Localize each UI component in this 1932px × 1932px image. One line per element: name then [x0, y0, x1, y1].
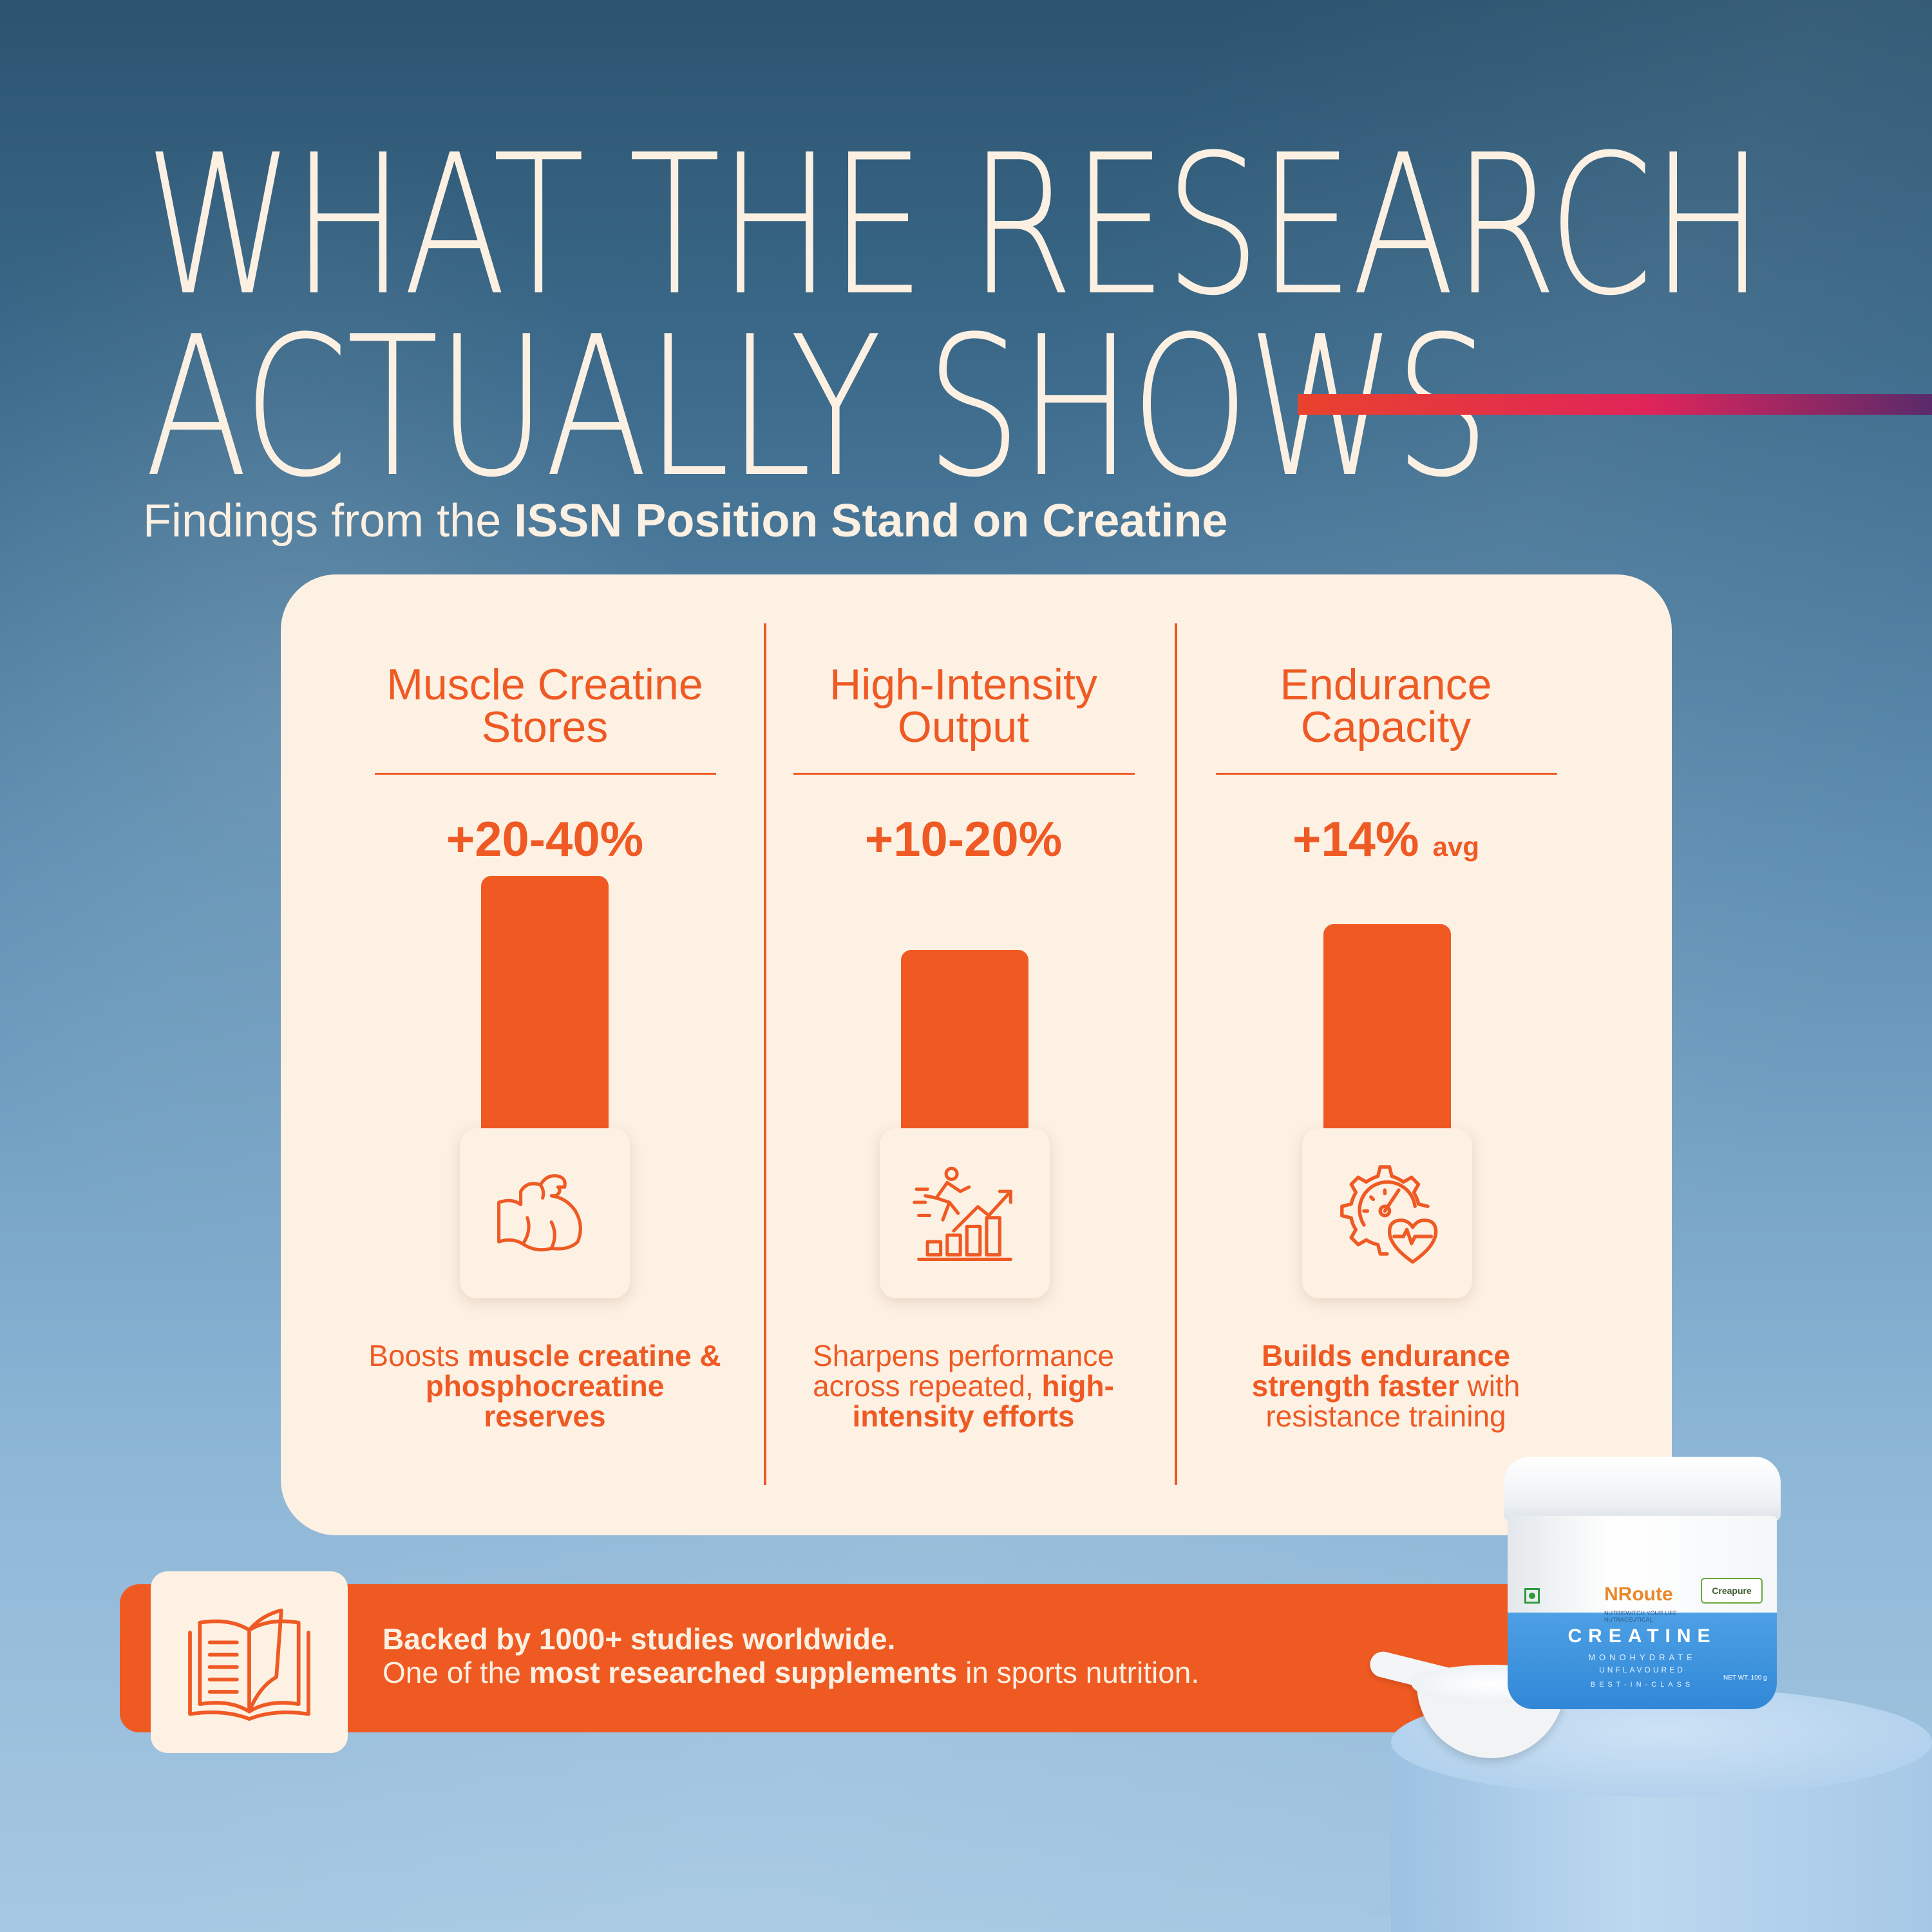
column-value: +14% avg — [1186, 811, 1586, 867]
column-rule — [793, 773, 1135, 775]
product-jar: NRoute NUTRISWITCH YOUR LIFE NUTRACEUTICA… — [1504, 1457, 1781, 1714]
column-rule — [375, 773, 716, 775]
icon-box — [460, 1128, 630, 1298]
flexed-bicep-icon — [497, 1174, 582, 1252]
gauge-heart-gear-icon — [1340, 1165, 1438, 1264]
column-value: +10-20% — [764, 811, 1163, 867]
brand-tagline: NUTRISWITCH YOUR LIFE NUTRACEUTICAL — [1604, 1610, 1677, 1623]
banner-text: in sports nutrition. — [957, 1656, 1200, 1689]
headline-line-1: WHAT THE RESEARCH — [145, 113, 1765, 338]
banner-icon-box — [151, 1571, 348, 1753]
desc-text: with resistance training — [1265, 1369, 1520, 1433]
banner-text: One of the — [383, 1656, 529, 1689]
bar-high-intensity — [901, 950, 1028, 1130]
net-weight: NET WT. 100 g — [1723, 1674, 1767, 1681]
column-title-line: Stores — [481, 703, 609, 752]
column-title-high-intensity: High-Intensity Output — [764, 660, 1163, 752]
desc-bold: muscle creatine & phosphocreatine reserv… — [425, 1339, 721, 1433]
open-book-icon — [188, 1608, 310, 1721]
veg-mark-icon — [1524, 1588, 1540, 1604]
column-title-line: Muscle Creatine — [386, 660, 703, 709]
value-number: +20-40% — [446, 812, 644, 867]
creapure-badge: Creapure — [1701, 1578, 1763, 1604]
runner-growth-chart-icon — [913, 1166, 1012, 1261]
jar-label-band — [1508, 1613, 1777, 1709]
headline: WHAT THE RESEARCH ACTUALLY SHOWS — [145, 113, 1765, 520]
subtitle: Findings from the ISSN Position Stand on… — [143, 495, 1227, 547]
column-description: Sharpens performance across repeated, hi… — [783, 1341, 1144, 1432]
desc-text: Sharpens performance across repeated, — [813, 1339, 1114, 1403]
column-title-endurance: Endurance Capacity — [1186, 660, 1586, 752]
desc-bold: high-intensity efforts — [852, 1369, 1114, 1433]
column-divider — [1175, 623, 1177, 1485]
value-number: +10-20% — [864, 812, 1063, 867]
brand-logo: NRoute — [1604, 1584, 1673, 1605]
headline-line-2: ACTUALLY SHOWS — [145, 295, 1490, 520]
accent-line — [1298, 394, 1932, 415]
studies-banner — [120, 1584, 1582, 1732]
value-number: +14% — [1293, 812, 1419, 867]
icon-box — [1302, 1128, 1472, 1298]
jar-lid — [1504, 1457, 1781, 1521]
column-title-line: Output — [897, 703, 1030, 752]
column-description: Boosts muscle creatine & phosphocreatine… — [365, 1341, 725, 1432]
value-suffix: avg — [1432, 831, 1479, 862]
column-title-muscle-creatine: Muscle Creatine Stores — [345, 660, 744, 752]
column-title-line: Capacity — [1300, 703, 1472, 752]
icon-box — [880, 1128, 1050, 1298]
product-flavour: UNFLAVOURED — [1599, 1665, 1685, 1674]
product-type: MONOHYDRATE — [1588, 1653, 1696, 1662]
column-rule — [1216, 773, 1557, 775]
bar-endurance — [1323, 924, 1451, 1130]
column-description: Builds endurance strength faster with re… — [1206, 1341, 1566, 1432]
desc-bold: Builds endurance strength faster — [1251, 1339, 1510, 1403]
column-title-line: Endurance — [1280, 660, 1492, 709]
banner-bold: most researched supplements — [529, 1656, 958, 1689]
column-value: +20-40% — [345, 811, 744, 867]
subtitle-bold: ISSN Position Stand on Creatine — [514, 495, 1228, 547]
bar-muscle-creatine — [481, 876, 609, 1130]
desc-text: Boosts — [368, 1339, 468, 1372]
subtitle-prefix: Findings from the — [143, 495, 515, 547]
product-claim: BEST-IN-CLASS — [1590, 1681, 1694, 1689]
product-name: CREATINE — [1567, 1625, 1717, 1647]
jar-body: NRoute NUTRISWITCH YOUR LIFE NUTRACEUTICA… — [1508, 1516, 1777, 1709]
banner-line-2: One of the most researched supplements i… — [383, 1655, 1199, 1690]
column-title-line: High-Intensity — [829, 660, 1097, 709]
column-divider — [764, 623, 766, 1485]
banner-line-1: Backed by 1000+ studies worldwide. — [383, 1622, 896, 1656]
